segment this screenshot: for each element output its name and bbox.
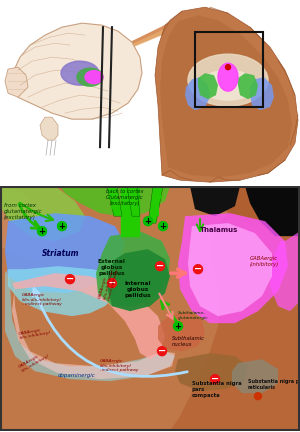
Text: from cortex
glutamatergic
(excitatory): from cortex glutamatergic (excitatory) bbox=[4, 203, 43, 220]
Text: External
globus
pallidus: External globus pallidus bbox=[98, 259, 126, 276]
Polygon shape bbox=[170, 186, 300, 431]
Polygon shape bbox=[12, 273, 165, 359]
Text: dopaminergic: dopaminergic bbox=[58, 373, 96, 378]
Ellipse shape bbox=[200, 70, 256, 100]
Circle shape bbox=[226, 65, 230, 70]
Text: +: + bbox=[58, 222, 65, 231]
Polygon shape bbox=[188, 223, 272, 316]
Circle shape bbox=[158, 346, 166, 356]
Text: −: − bbox=[66, 274, 74, 284]
Text: −: − bbox=[211, 374, 219, 384]
Text: GABAergic
(dis-inhibitory): GABAergic (dis-inhibitory) bbox=[18, 349, 50, 373]
Text: −: − bbox=[194, 264, 202, 274]
Text: Internal
globus
pallidus: Internal globus pallidus bbox=[125, 281, 151, 298]
Circle shape bbox=[38, 227, 46, 236]
Text: Subthalamo-
glutamatergic: Subthalamo- glutamatergic bbox=[178, 311, 208, 320]
Circle shape bbox=[155, 262, 164, 271]
Bar bbox=[195, 32, 263, 107]
Polygon shape bbox=[5, 269, 175, 381]
Circle shape bbox=[107, 279, 116, 288]
Polygon shape bbox=[12, 286, 175, 379]
Text: Subthalamic
nucleus: Subthalamic nucleus bbox=[172, 336, 205, 347]
Text: GABAergic
(inhibitory): GABAergic (inhibitory) bbox=[250, 256, 279, 267]
Circle shape bbox=[158, 222, 167, 231]
FancyArrow shape bbox=[121, 186, 139, 236]
Text: GABAergic
(dis-inhibitory)
direct pathway: GABAergic (dis-inhibitory) direct pathwa… bbox=[98, 266, 119, 301]
Text: +: + bbox=[160, 222, 167, 231]
Text: +: + bbox=[145, 217, 152, 226]
Polygon shape bbox=[160, 15, 292, 177]
Polygon shape bbox=[250, 77, 274, 110]
Polygon shape bbox=[108, 249, 170, 311]
Polygon shape bbox=[60, 186, 170, 216]
Polygon shape bbox=[0, 186, 55, 261]
Circle shape bbox=[58, 222, 67, 231]
Text: −: − bbox=[108, 278, 116, 288]
Polygon shape bbox=[12, 23, 142, 119]
Polygon shape bbox=[198, 73, 218, 99]
Polygon shape bbox=[5, 67, 28, 97]
Polygon shape bbox=[185, 77, 210, 110]
Polygon shape bbox=[238, 73, 258, 99]
Polygon shape bbox=[0, 186, 85, 241]
Text: Striatum: Striatum bbox=[42, 249, 80, 257]
Polygon shape bbox=[190, 186, 240, 216]
Polygon shape bbox=[270, 231, 300, 311]
Text: Substantia nigra
pars
compacta: Substantia nigra pars compacta bbox=[192, 381, 242, 398]
Circle shape bbox=[211, 375, 220, 384]
Polygon shape bbox=[175, 353, 248, 391]
Text: GABAergic
(dis-dis-inhibitory)
- indirect pathway: GABAergic (dis-dis-inhibitory) - indirec… bbox=[22, 293, 62, 306]
Ellipse shape bbox=[61, 61, 99, 85]
Polygon shape bbox=[210, 186, 300, 226]
Circle shape bbox=[254, 393, 262, 400]
Polygon shape bbox=[127, 186, 140, 216]
Polygon shape bbox=[107, 186, 122, 216]
Polygon shape bbox=[104, 17, 205, 57]
Ellipse shape bbox=[188, 54, 268, 106]
Text: GABAergic
(dis-inhibitory): GABAergic (dis-inhibitory) bbox=[18, 326, 51, 340]
Text: back to cortex
Glutamatergic
(excitatory): back to cortex Glutamatergic (excitatory… bbox=[106, 189, 144, 206]
Polygon shape bbox=[96, 231, 170, 306]
Circle shape bbox=[194, 265, 202, 273]
Polygon shape bbox=[148, 186, 163, 223]
Ellipse shape bbox=[85, 71, 103, 84]
Circle shape bbox=[65, 275, 74, 284]
Text: Thalamus: Thalamus bbox=[200, 227, 239, 233]
Text: +: + bbox=[38, 227, 46, 236]
Text: −: − bbox=[156, 261, 164, 271]
Polygon shape bbox=[178, 213, 288, 323]
Circle shape bbox=[173, 322, 182, 330]
Text: GABAergic
(dis-inhibitory)
-indirect pathway: GABAergic (dis-inhibitory) -indirect pat… bbox=[100, 359, 138, 372]
Text: +: + bbox=[175, 322, 182, 330]
Polygon shape bbox=[155, 7, 298, 182]
Polygon shape bbox=[103, 15, 210, 55]
Polygon shape bbox=[158, 311, 205, 351]
Text: Substantia nigra pars
reticularis: Substantia nigra pars reticularis bbox=[248, 379, 300, 390]
Polygon shape bbox=[40, 117, 58, 140]
Polygon shape bbox=[5, 213, 125, 293]
Polygon shape bbox=[232, 359, 278, 393]
Polygon shape bbox=[245, 186, 300, 236]
Ellipse shape bbox=[218, 63, 238, 91]
Text: −: − bbox=[158, 346, 166, 356]
Polygon shape bbox=[8, 266, 118, 316]
Circle shape bbox=[143, 217, 152, 226]
Ellipse shape bbox=[77, 68, 103, 86]
